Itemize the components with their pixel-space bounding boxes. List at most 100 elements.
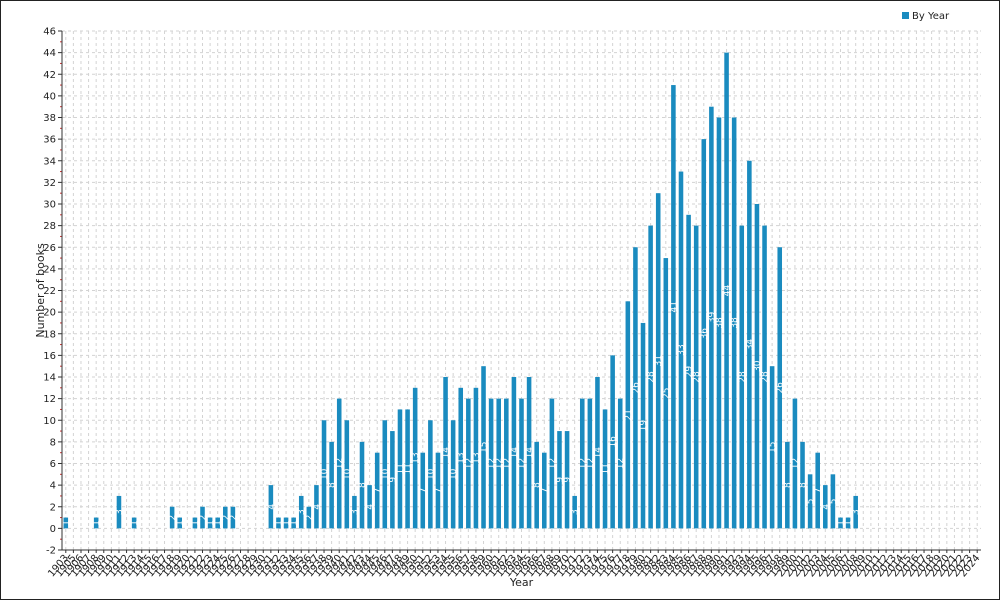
y-tick-label: 44 [43, 48, 56, 59]
y-tick-label: 14 [43, 373, 56, 384]
bar-value-label: 12 [487, 458, 497, 469]
bar-value-label: 2 [305, 515, 315, 521]
y-tick-label: 0 [50, 524, 56, 535]
y-tick-label: 28 [43, 221, 56, 232]
y-tick-label: 16 [43, 351, 56, 362]
bar-value-label: 3 [115, 509, 125, 515]
bar-value-label: 14 [510, 447, 520, 459]
y-tick-label: 30 [43, 200, 56, 211]
bar-value-label: 16 [609, 436, 619, 448]
bar-value-label: 9 [388, 477, 398, 483]
bar [534, 441, 539, 529]
bar-value-label: 1 [282, 520, 292, 526]
y-tick-label: 8 [50, 437, 56, 448]
bar-value-label: 1 [62, 520, 72, 526]
bar [686, 214, 691, 529]
bar-value-label: 10 [449, 468, 459, 480]
bar-value-label: 2 [221, 515, 231, 521]
bar [207, 517, 213, 529]
x-tick-labels: 1903190519061907190819091910191119121913… [46, 553, 982, 580]
bar-value-label: 7 [434, 488, 444, 494]
bar-value-label: 30 [753, 360, 763, 372]
bar [283, 517, 289, 529]
bar [169, 506, 175, 529]
bar-value-label: 4 [267, 504, 277, 510]
bar [564, 431, 570, 529]
bar-value-label: 3 [297, 509, 307, 515]
bar-value-label: 11 [404, 463, 414, 474]
bar-value-label: 11 [601, 463, 611, 474]
bar-value-label: 8 [799, 482, 809, 488]
bar-value-label: 12 [548, 458, 558, 469]
bar [823, 485, 828, 529]
bar [777, 247, 783, 529]
y-tick-label: 12 [43, 394, 56, 405]
y-tick-label: 22 [43, 286, 56, 297]
bar [587, 398, 593, 529]
bar [633, 247, 638, 529]
bar [504, 398, 509, 529]
bar [800, 441, 805, 529]
bar-value-label: 14 [525, 447, 535, 459]
y-tick-label: 40 [43, 91, 56, 102]
bar-value-label: 14 [593, 447, 603, 459]
bar-value-label: 8 [783, 482, 793, 488]
bar [450, 420, 456, 529]
bar [671, 85, 676, 529]
bar-value-label: 13 [472, 452, 482, 463]
bar [595, 377, 600, 529]
bar-value-label: 8 [328, 482, 338, 488]
bar [473, 387, 479, 529]
bar [298, 495, 304, 529]
bar [428, 420, 433, 529]
bar [701, 139, 707, 529]
bar-value-label: 2 [168, 515, 178, 521]
bar [359, 441, 365, 529]
bar [625, 301, 631, 529]
y-tick-label: 42 [43, 70, 56, 81]
y-tick-label: 38 [43, 113, 56, 124]
bar [116, 495, 122, 529]
bar-value-label: 3 [350, 509, 360, 515]
bar [215, 517, 220, 529]
bar [602, 409, 608, 529]
bar [321, 420, 327, 529]
bar [557, 431, 562, 529]
bar [352, 495, 357, 529]
bar [731, 117, 737, 529]
bar-value-label: 12 [578, 458, 588, 469]
bar [390, 431, 395, 529]
y-tick-label: 10 [43, 416, 56, 427]
bar [276, 517, 281, 529]
bar [496, 398, 501, 529]
bar-value-label: 8 [533, 482, 543, 488]
bar-value-label: 7 [814, 488, 824, 494]
bar-value-label: 2 [229, 515, 239, 521]
bar-value-label: 1 [836, 520, 846, 526]
bar-value-label: 26 [631, 382, 641, 394]
bar-value-label: 14 [442, 447, 452, 459]
bar-value-label: 10 [320, 468, 330, 480]
bar-value-label: 29 [685, 366, 695, 378]
bar-value-label: 12 [502, 458, 512, 469]
bar-value-label: 39 [707, 312, 717, 324]
bar [230, 506, 236, 529]
bar [709, 106, 714, 529]
bar-value-label: 13 [457, 452, 467, 463]
bar [724, 52, 729, 529]
bar-value-label: 12 [335, 458, 345, 469]
bar-value-label: 12 [518, 458, 528, 469]
bar-value-label: 2 [199, 515, 209, 521]
bar-value-label: 10 [381, 468, 391, 480]
bar-value-label: 12 [586, 458, 596, 469]
y-tick-label: 26 [43, 243, 56, 254]
bar [420, 452, 426, 529]
y-tick-label: 36 [43, 135, 56, 146]
bar-value-label: 28 [761, 371, 771, 383]
bar [466, 398, 471, 529]
bar-value-label: 8 [358, 482, 368, 488]
y-tick-label: 4 [50, 481, 56, 492]
bar-value-label: 5 [829, 498, 839, 504]
